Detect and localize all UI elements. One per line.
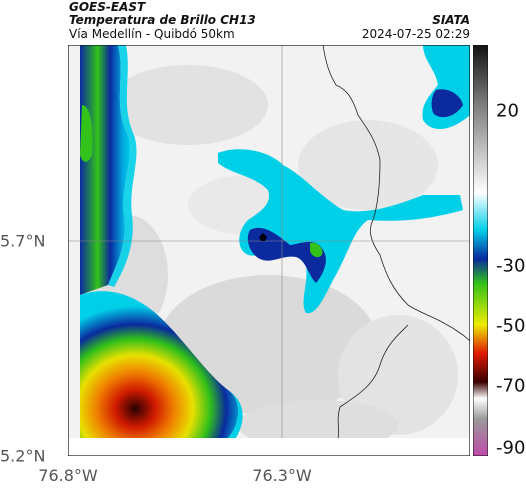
cloud-top-right-core xyxy=(431,89,463,118)
colorbar-tick-label: -50 xyxy=(496,315,526,337)
colorbar-tick-label: -90 xyxy=(496,437,526,459)
cloud-central-cold xyxy=(247,227,326,283)
y-tick-label: 5.2°N xyxy=(0,446,46,466)
product-title: Temperatura de Brillo CH13 xyxy=(69,13,256,27)
coast-line xyxy=(337,324,409,439)
cloud-central-green xyxy=(310,242,323,258)
border-line xyxy=(322,45,470,342)
colorbar-gradient xyxy=(473,45,488,456)
colorbar-tick-label: -30 xyxy=(496,255,526,277)
satellite-label: GOES-EAST xyxy=(69,0,146,14)
location-marker-icon xyxy=(259,233,267,241)
cloud-convective-edge xyxy=(228,390,243,438)
cloud-convective-core xyxy=(80,291,239,438)
map-bottom-margin xyxy=(68,438,470,456)
satellite-map[interactable] xyxy=(68,45,470,456)
colorbar-tick-label: 20 xyxy=(496,100,519,122)
region-label: Vía Medellín - Quibdó 50km xyxy=(69,27,235,41)
cloud-left-band-edge xyxy=(108,45,137,287)
colorbar-tick-label: -70 xyxy=(496,375,526,397)
source-label: SIATA xyxy=(432,13,470,27)
y-tick-label: 5.7°N xyxy=(0,231,46,251)
datetime-label: 2024-07-25 02:29 xyxy=(361,27,470,41)
x-tick-label: 76.8°W xyxy=(38,466,98,485)
x-tick-label: 76.3°W xyxy=(252,466,312,485)
cloud-central-system xyxy=(218,149,463,314)
cloud-left-band xyxy=(80,45,131,295)
cloud-left-band-green xyxy=(80,105,93,162)
colorbar xyxy=(473,45,488,456)
